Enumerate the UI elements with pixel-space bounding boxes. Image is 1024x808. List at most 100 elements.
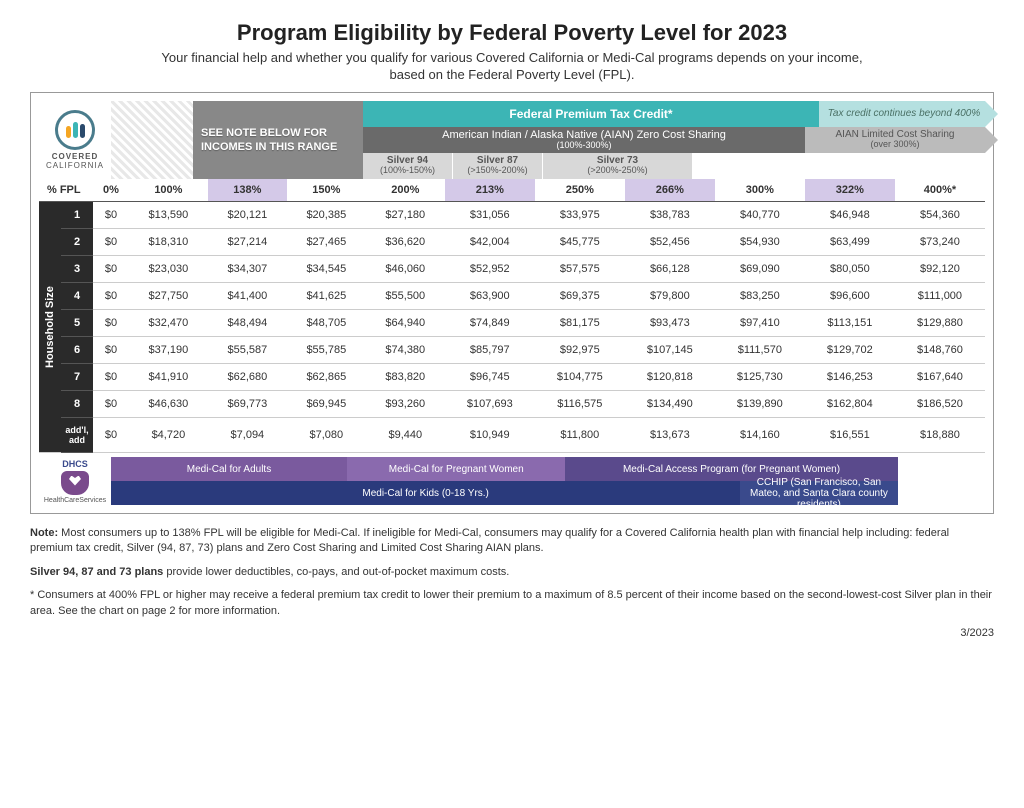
- table-row: 3$0$23,030$34,307$34,545$46,060$52,952$5…: [39, 256, 985, 283]
- fpl-cell: $79,800: [625, 283, 715, 310]
- note-label: Note:: [30, 527, 58, 539]
- table-row: add'l, add$0$4,720$7,094$7,080$9,440$10,…: [39, 418, 985, 453]
- fpl-cell: $92,120: [895, 256, 985, 283]
- fpl-cell: $111,570: [715, 337, 805, 364]
- fpl-cell: $16,551: [805, 418, 895, 453]
- program-cell: Medi-Cal for Pregnant Women: [347, 457, 566, 481]
- fpl-cell: $92,975: [535, 337, 625, 364]
- fpl-cell: $80,050: [805, 256, 895, 283]
- tax-credit-continues-band: Tax credit continues beyond 400%: [819, 101, 985, 127]
- fpl-cell: $107,145: [625, 337, 715, 364]
- fpl-cell: $48,494: [208, 310, 287, 337]
- fpl-cell: $27,180: [366, 202, 445, 229]
- program-cell: Medi-Cal for Adults: [111, 457, 347, 481]
- fpl-cell: $186,520: [895, 391, 985, 418]
- fpl-cell: $74,380: [366, 337, 445, 364]
- table-row: 5$0$32,470$48,494$48,705$64,940$74,849$8…: [39, 310, 985, 337]
- fpl-cell: $33,975: [535, 202, 625, 229]
- fpl-cell: $4,720: [129, 418, 208, 453]
- note-text-1: Most consumers up to 138% FPL will be el…: [30, 527, 949, 554]
- fpl-cell: $46,060: [366, 256, 445, 283]
- fpl-header-label: % FPL: [39, 179, 93, 202]
- fpl-header-250: 250%: [535, 179, 625, 202]
- fpl-cell: $38,783: [625, 202, 715, 229]
- fpl-cell: $93,260: [366, 391, 445, 418]
- fpl-cell: $116,575: [535, 391, 625, 418]
- fpl-cell: $104,775: [535, 364, 625, 391]
- fpl-cell: $41,400: [208, 283, 287, 310]
- fpl-cell: $48,705: [287, 310, 366, 337]
- fpl-cell: $62,680: [208, 364, 287, 391]
- fpl-cell: $69,090: [715, 256, 805, 283]
- silver-94-band: Silver 94 (100%-150%): [363, 153, 453, 179]
- fpl-cell: $32,470: [129, 310, 208, 337]
- table-row: 8$0$46,630$69,773$69,945$93,260$107,693$…: [39, 391, 985, 418]
- eligibility-chart: COVERED CALIFORNIA SEE NOTE BELOW FOR IN…: [30, 92, 994, 514]
- fpl-cell: $0: [93, 337, 129, 364]
- fpl-cell: $27,214: [208, 229, 287, 256]
- fpl-cell: $0: [93, 310, 129, 337]
- dhcs-text: DHCS: [62, 459, 88, 469]
- fpl-cell: $134,490: [625, 391, 715, 418]
- fpl-cell: $66,128: [625, 256, 715, 283]
- silver-87-band: Silver 87 (>150%-200%): [453, 153, 543, 179]
- fpl-header-138: 138%: [208, 179, 287, 202]
- fpl-cell: $31,056: [445, 202, 535, 229]
- fpl-cell: $113,151: [805, 310, 895, 337]
- household-size-value: 3: [61, 256, 93, 283]
- silver-73-range: (>200%-250%): [543, 166, 692, 176]
- aian-zero-cost-band: American Indian / Alaska Native (AIAN) Z…: [363, 127, 805, 153]
- fpl-cell: $13,673: [625, 418, 715, 453]
- fpl-cell: $10,949: [445, 418, 535, 453]
- programs-section: DHCS HealthCareServices Medi-Cal for Adu…: [39, 457, 985, 505]
- fpl-cell: $55,587: [208, 337, 287, 364]
- fpl-cell: $129,702: [805, 337, 895, 364]
- table-row: Household Size1$0$13,590$20,121$20,385$2…: [39, 202, 985, 229]
- fpl-cell: $40,770: [715, 202, 805, 229]
- fpl-cell: $83,820: [366, 364, 445, 391]
- fpl-cell: $97,410: [715, 310, 805, 337]
- fpl-cell: $37,190: [129, 337, 208, 364]
- fpl-cell: $64,940: [366, 310, 445, 337]
- fpl-cell: $18,310: [129, 229, 208, 256]
- fpl-header-300: 300%: [715, 179, 805, 202]
- household-size-value: 1: [61, 202, 93, 229]
- fpl-cell: $45,775: [535, 229, 625, 256]
- fpl-cell: $0: [93, 229, 129, 256]
- subtitle-line-1: Your financial help and whether you qual…: [30, 50, 994, 65]
- fpl-cell: $63,499: [805, 229, 895, 256]
- fpl-cell: $20,385: [287, 202, 366, 229]
- fpl-header-200: 200%: [366, 179, 445, 202]
- fpl-cell: $34,545: [287, 256, 366, 283]
- aian-limited-range: (over 300%): [805, 140, 985, 150]
- fpl-cell: $7,080: [287, 418, 366, 453]
- fpl-cell: $27,750: [129, 283, 208, 310]
- document-date: 3/2023: [30, 627, 994, 639]
- program-cell: Medi-Cal for Kids (0-18 Yrs.): [111, 481, 740, 505]
- fpl-cell: $63,900: [445, 283, 535, 310]
- fpl-header-213: 213%: [445, 179, 535, 202]
- fpl-cell: $0: [93, 283, 129, 310]
- fpl-cell: $162,804: [805, 391, 895, 418]
- household-size-value: add'l, add: [61, 418, 93, 453]
- fpl-cell: $107,693: [445, 391, 535, 418]
- logo-text-top: COVERED: [52, 152, 99, 161]
- fpl-cell: $96,745: [445, 364, 535, 391]
- dhcs-subtext: HealthCareServices: [44, 497, 106, 504]
- household-size-value: 4: [61, 283, 93, 310]
- program-cell: [898, 481, 985, 505]
- fpl-cell: $62,865: [287, 364, 366, 391]
- fpl-cell: $41,910: [129, 364, 208, 391]
- table-row: 6$0$37,190$55,587$55,785$74,380$85,797$9…: [39, 337, 985, 364]
- fpl-header-266: 266%: [625, 179, 715, 202]
- logo-text-bottom: CALIFORNIA: [46, 161, 104, 170]
- aian-limited-band: AIAN Limited Cost Sharing (over 300%): [805, 127, 985, 153]
- fpl-cell: $42,004: [445, 229, 535, 256]
- fpl-cell: $52,456: [625, 229, 715, 256]
- note-text-2: provide lower deductibles, co-pays, and …: [163, 566, 509, 578]
- fpl-cell: $7,094: [208, 418, 287, 453]
- fpl-cell: $146,253: [805, 364, 895, 391]
- household-size-value: 2: [61, 229, 93, 256]
- fpl-cell: $55,785: [287, 337, 366, 364]
- dhcs-logo: DHCS HealthCareServices: [39, 457, 111, 505]
